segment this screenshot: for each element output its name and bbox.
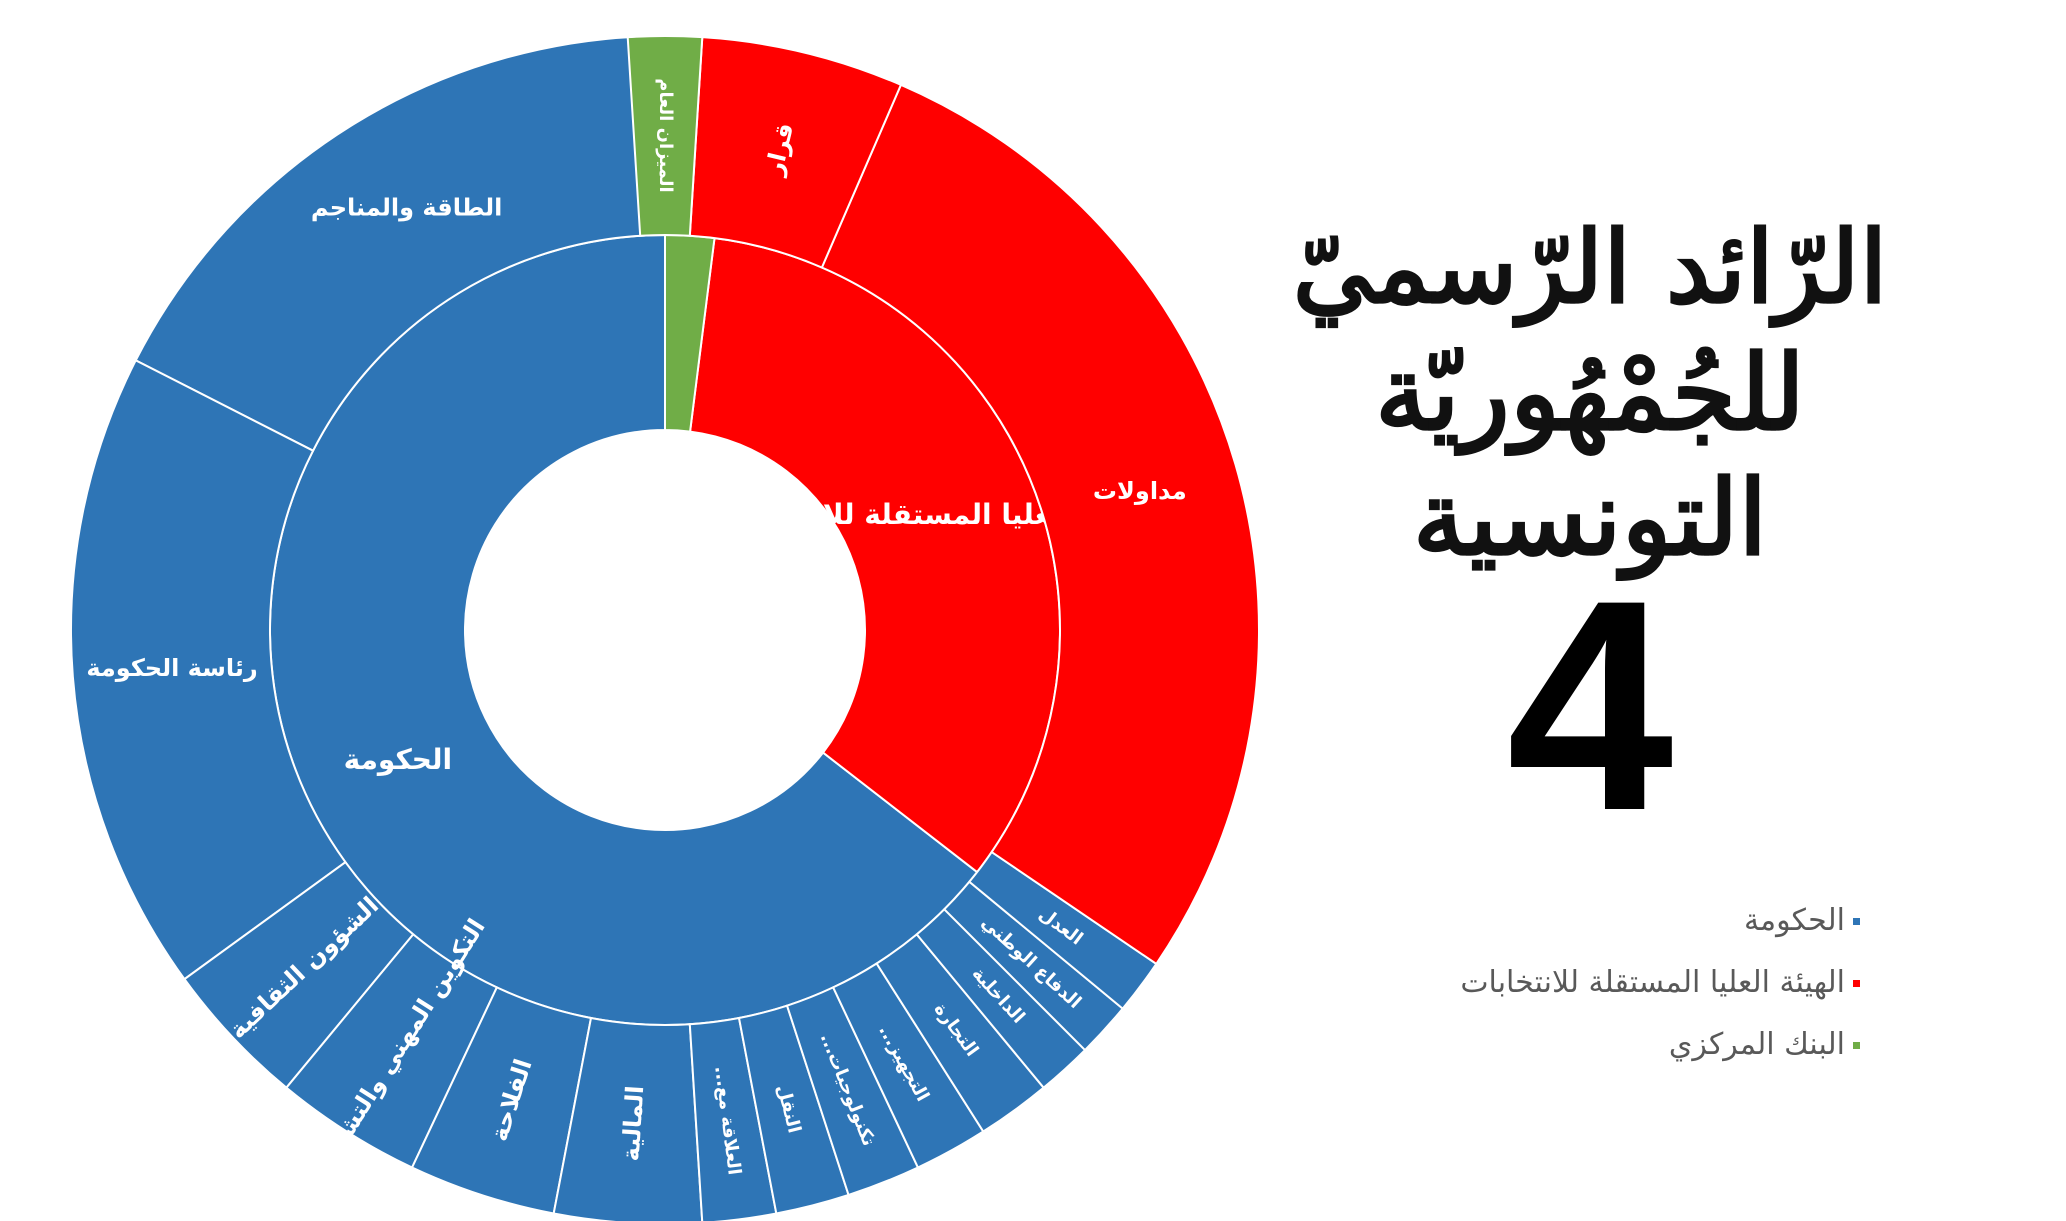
legend-label: الحكومة xyxy=(1743,903,1845,938)
legend-marker xyxy=(1853,918,1860,925)
legend-item-isie: الهيئة العليا المستقلة للانتخابات xyxy=(1300,952,1860,1014)
outer-ring-segment xyxy=(134,34,666,453)
outer-ring-segment xyxy=(626,35,704,237)
masthead-title: الرّائد الرّسميّ للجُمْهُوريّة التونسية xyxy=(1240,205,1940,580)
outer-ring-label: مداولات xyxy=(1093,477,1187,505)
masthead-line2: للجُمْهُوريّة التونسية xyxy=(1375,331,1805,579)
legend-marker xyxy=(1853,1042,1860,1049)
outer-ring-segment xyxy=(70,358,347,981)
outer-ring-label: رئاسة الحكومة xyxy=(86,654,257,682)
issue-number: 4 xyxy=(1506,537,1674,873)
legend-item-central-bank: البنك المركزي xyxy=(1300,1014,1860,1076)
chart-legend: الحكومة الهيئة العليا المستقلة للانتخابا… xyxy=(1300,890,1860,1076)
outer-ring-label: الطاقة والمناجم xyxy=(311,193,502,221)
outer-ring-label: الميزان العام xyxy=(655,78,676,192)
legend-marker xyxy=(1853,980,1860,987)
masthead-line1: الرّائد الرّسميّ xyxy=(1292,208,1888,326)
inner-ring-label: الحكومة xyxy=(344,743,452,776)
outer-ring-segment xyxy=(552,1016,704,1221)
legend-item-government: الحكومة xyxy=(1300,890,1860,952)
outer-ring-segment xyxy=(820,83,1260,966)
outer-ring-label: المالية xyxy=(617,1085,650,1162)
legend-label: البنك المركزي xyxy=(1668,1027,1845,1062)
legend-label: الهيئة العليا المستقلة للانتخابات xyxy=(1460,965,1845,1000)
